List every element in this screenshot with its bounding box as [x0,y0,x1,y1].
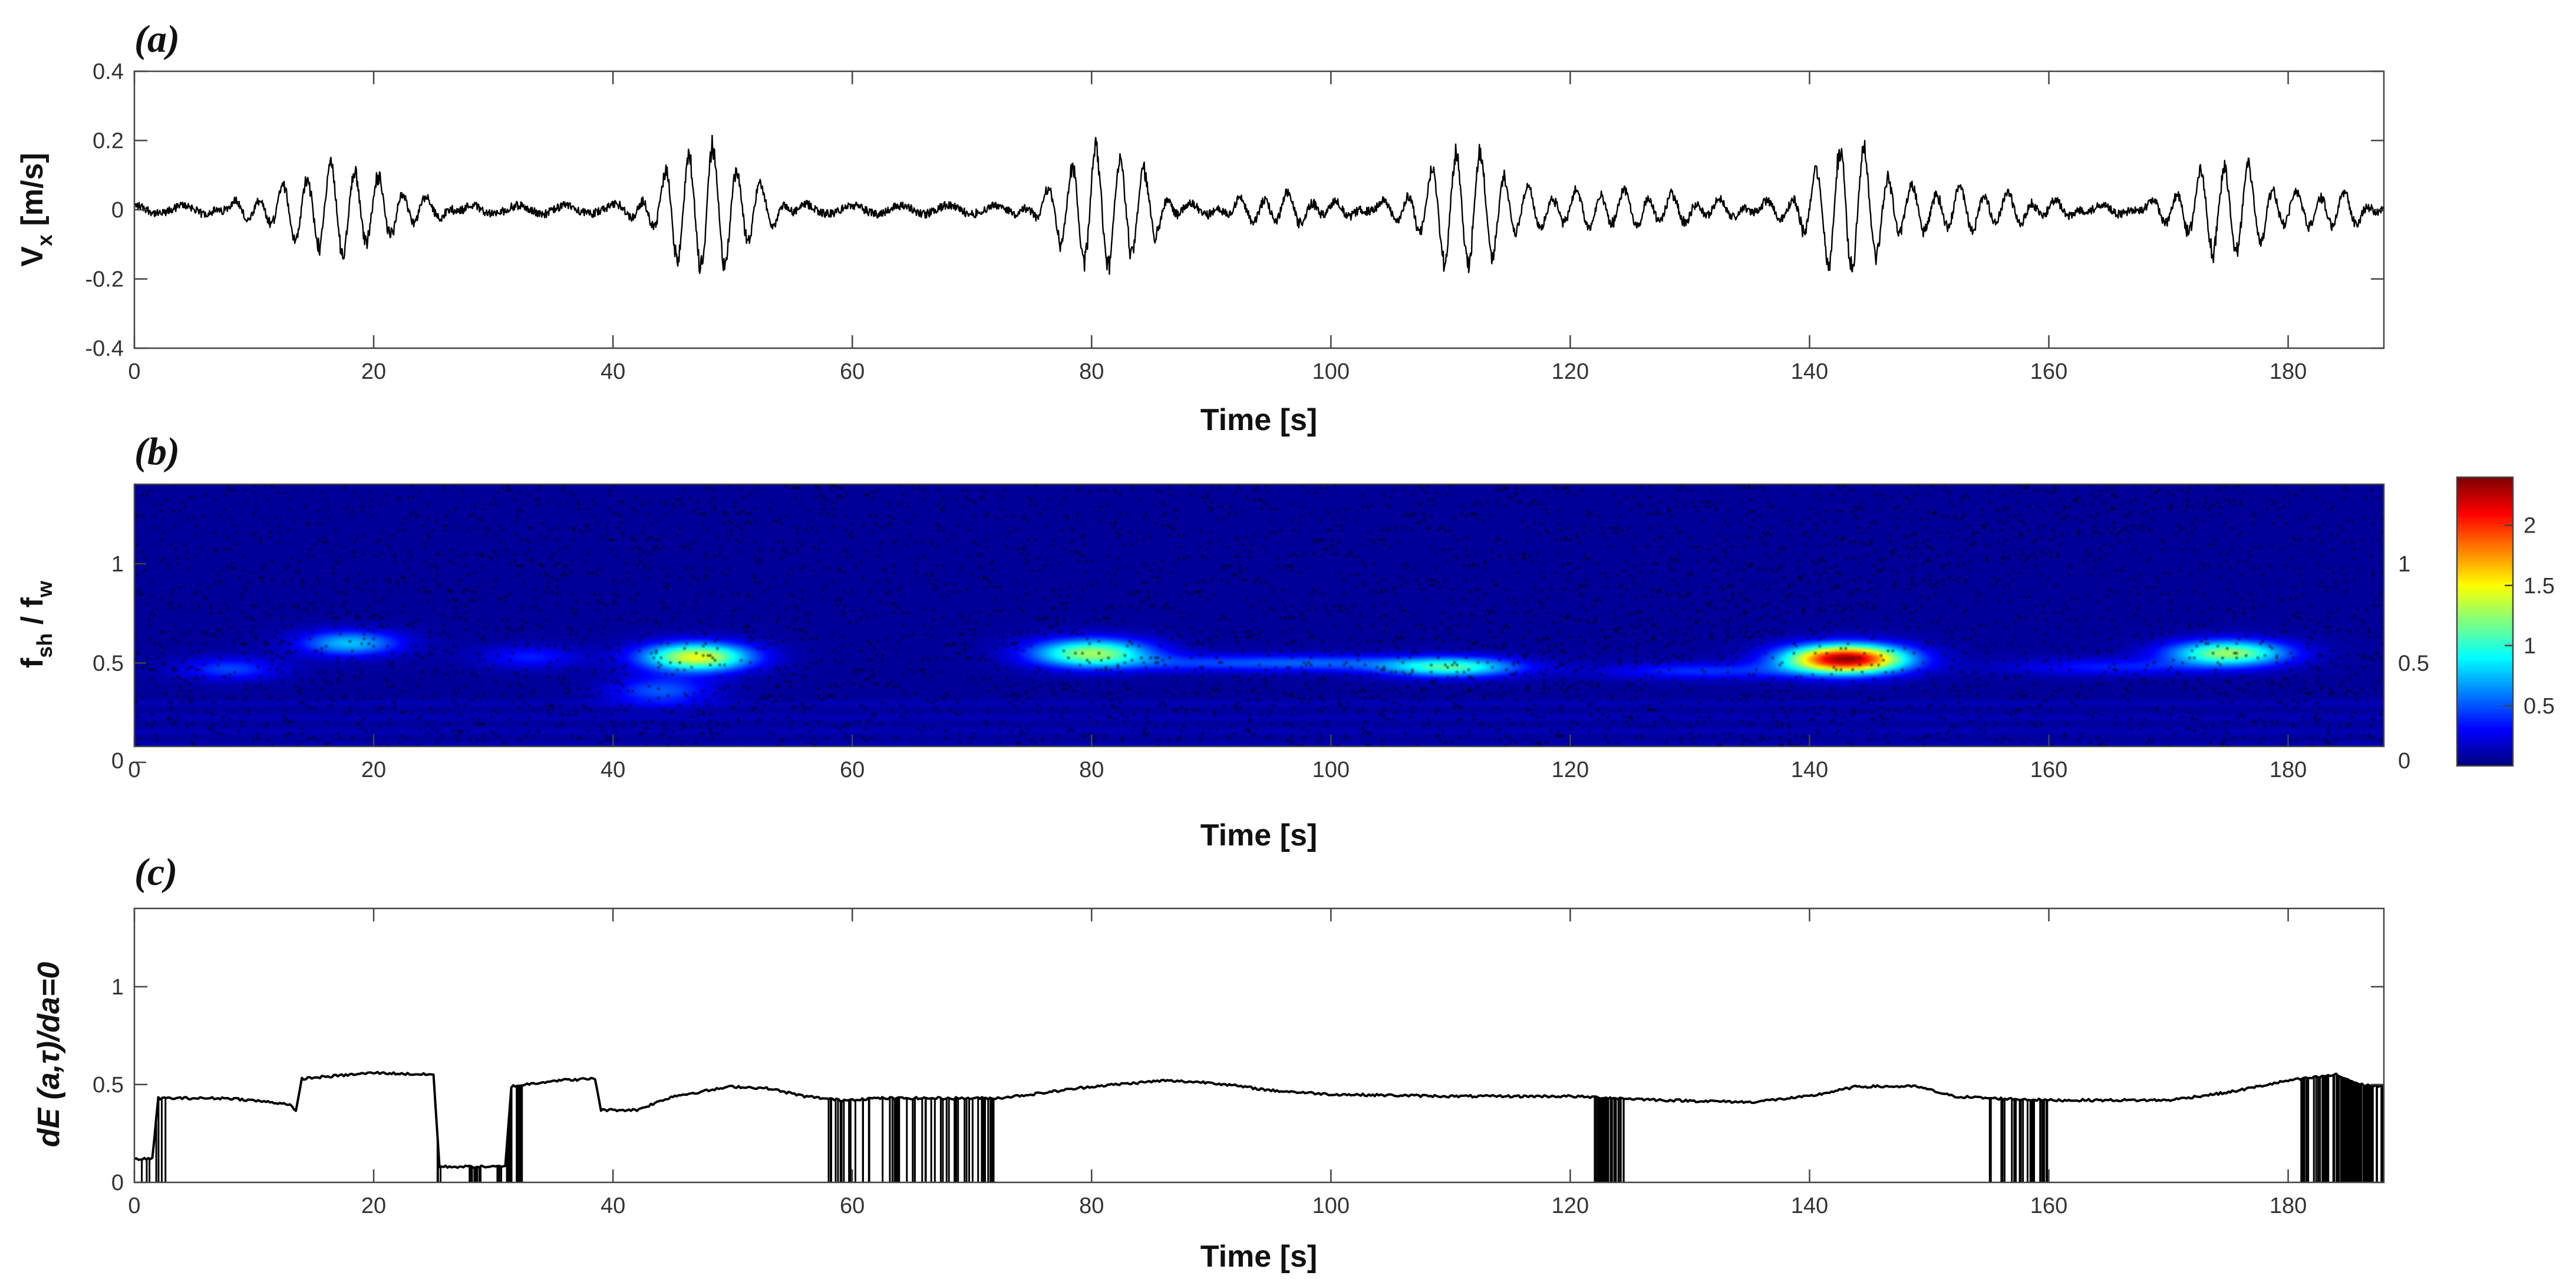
panel-a-xtick-label: 120 [1552,359,1589,384]
panel-a-xtick-label: 140 [1791,359,1828,384]
colorbar-tick-label: 1 [2524,634,2536,659]
panel-b-ylabel-mid: / f [15,597,50,633]
panel-a-xtick-label: 160 [2030,359,2067,384]
panel-a-xlabel: Time [s] [1200,403,1317,437]
panel-b-ytick-label: 0.5 [93,651,124,676]
panel-a-label: (a) [134,18,180,61]
panel-b-ytick-label: 1 [111,552,124,577]
panel-b-xtick-label: 20 [361,758,386,782]
panel-b-xtick-label: 0 [128,758,140,782]
panel-c-xtick-label: 160 [2030,1194,2067,1218]
panel-b-right-tick-label: 0.5 [2398,651,2429,676]
panel-c-xtick-label: 100 [1312,1194,1350,1218]
panel-a-xtick-label: 0 [128,359,140,384]
colorbar-fill-area [2457,477,2513,766]
panel-c-ylabel: dE (a,τ)/da=0 [32,962,66,1148]
panel-b-xlabel: Time [s] [1200,818,1317,852]
panel-c-ytick-label: 1 [111,975,124,1000]
panel-c-xtick-label: 20 [361,1194,386,1218]
panel-b-ylabel-sub2: w [32,580,57,598]
panel-a-ytick-label: -0.4 [85,336,124,361]
panel-b-ytick-label: 0 [111,749,124,774]
panel-c-xtick-label: 40 [601,1194,625,1218]
panel-a-ylabel-unit: [m/s] [15,153,50,234]
panel-c-xtick-label: 60 [840,1194,865,1218]
panel-b-xtick-label: 120 [1552,758,1589,782]
colorbar-gradient [2457,477,2513,766]
colorbar-frame [2456,476,2514,767]
panel-a-xtick-label: 180 [2270,359,2307,384]
panel-b-right-tick-label: 0 [2398,749,2410,774]
colorbar-tick-label: 2 [2524,514,2536,538]
panel-b-label: (b) [134,430,180,473]
panel-c-xtick-label: 180 [2270,1194,2307,1218]
velocity-trace [134,134,2385,275]
panel-b: (b) 0 20 40 60 80 100 120 140 160 180 00.51 00.51… [15,430,2555,852]
panel-b-xtick-label: 100 [1312,758,1350,782]
panel-b-y-axis: 00.51 [93,552,146,774]
panel-b-xtick-label: 40 [601,758,625,782]
panel-a-xtick-label: 100 [1312,359,1350,384]
panel-b-frame [133,483,2385,748]
panel-c-ytick-label: 0.5 [93,1073,124,1098]
panel-b-ylabel-main: f [15,657,50,668]
colorbar: 0.5 1 1.5 2 [2456,476,2555,767]
panel-c-x-axis: 0 20 40 60 80 100 120 140 160 180 [128,908,2307,1218]
panel-c: (c) 0 20 40 60 80 100 120 140 160 180 00.51 Time … [32,851,2385,1274]
panel-c-ytick-label: 0 [111,1171,124,1195]
panel-a-ytick-label: 0.2 [93,129,124,154]
panel-c-xtick-label: 140 [1791,1194,1828,1218]
panel-a-ytick-label: 0.4 [93,60,124,84]
panel-a-xtick-label: 20 [361,359,386,384]
colorbar-tick-label: 1.5 [2524,574,2555,599]
panel-c-xtick-label: 120 [1552,1194,1589,1218]
panel-a: (a) 0 20 40 60 80 100 120 140 160 180 -0.4 -0.2 0 0.… [15,18,2385,437]
panel-c-xlabel: Time [s] [1200,1240,1317,1274]
colorbar-ticks: 0.5 1 1.5 2 [2505,514,2555,719]
panel-b-xtick-label: 80 [1079,758,1104,782]
panel-b-ylabel-sub: sh [32,633,57,658]
panel-a-y-axis: -0.4 -0.2 0 0.2 0.4 [85,60,2384,361]
panel-b-xtick-label: 60 [840,758,865,782]
panel-a-ylabel-main: V [15,246,50,267]
panel-a-x-axis: 0 20 40 60 80 100 120 140 160 180 [128,71,2307,384]
panel-a-ytick-label: 0 [111,198,124,223]
panel-c-frame [133,907,2385,1184]
panel-c-y-axis: 00.51 [93,975,2384,1195]
panel-a-signal [134,134,2385,275]
panel-a-ylabel-sub: x [32,234,57,246]
panel-a-xtick-label: 80 [1079,359,1104,384]
panel-b-ylabel: fsh / fw [15,580,57,668]
panel-c-xtick-label: 0 [128,1194,140,1218]
panel-b-xtick-label: 140 [1791,758,1828,782]
panel-b-xtick-label: 160 [2030,758,2067,782]
panel-a-xtick-label: 40 [601,359,625,384]
panel-c-label: (c) [134,851,177,894]
panel-b-x-axis: 0 20 40 60 80 100 120 140 160 180 [128,483,2385,782]
panel-b-xtick-label: 180 [2270,758,2307,782]
panel-b-right-tick-label: 1 [2398,552,2410,577]
panel-b-right-axis: 00.51 [2398,552,2429,774]
panel-c-xtick-label: 80 [1079,1194,1104,1218]
panel-b-heatmap-area [134,484,2384,746]
panel-a-ytick-label: -0.2 [85,267,124,292]
panel-a-xtick-label: 60 [840,359,865,384]
colorbar-tick-label: 0.5 [2524,694,2555,719]
panel-c-signal [134,1070,2384,1182]
panel-a-ylabel: Vx [m/s] [15,153,57,266]
wavelet-heatmap [134,484,2384,746]
